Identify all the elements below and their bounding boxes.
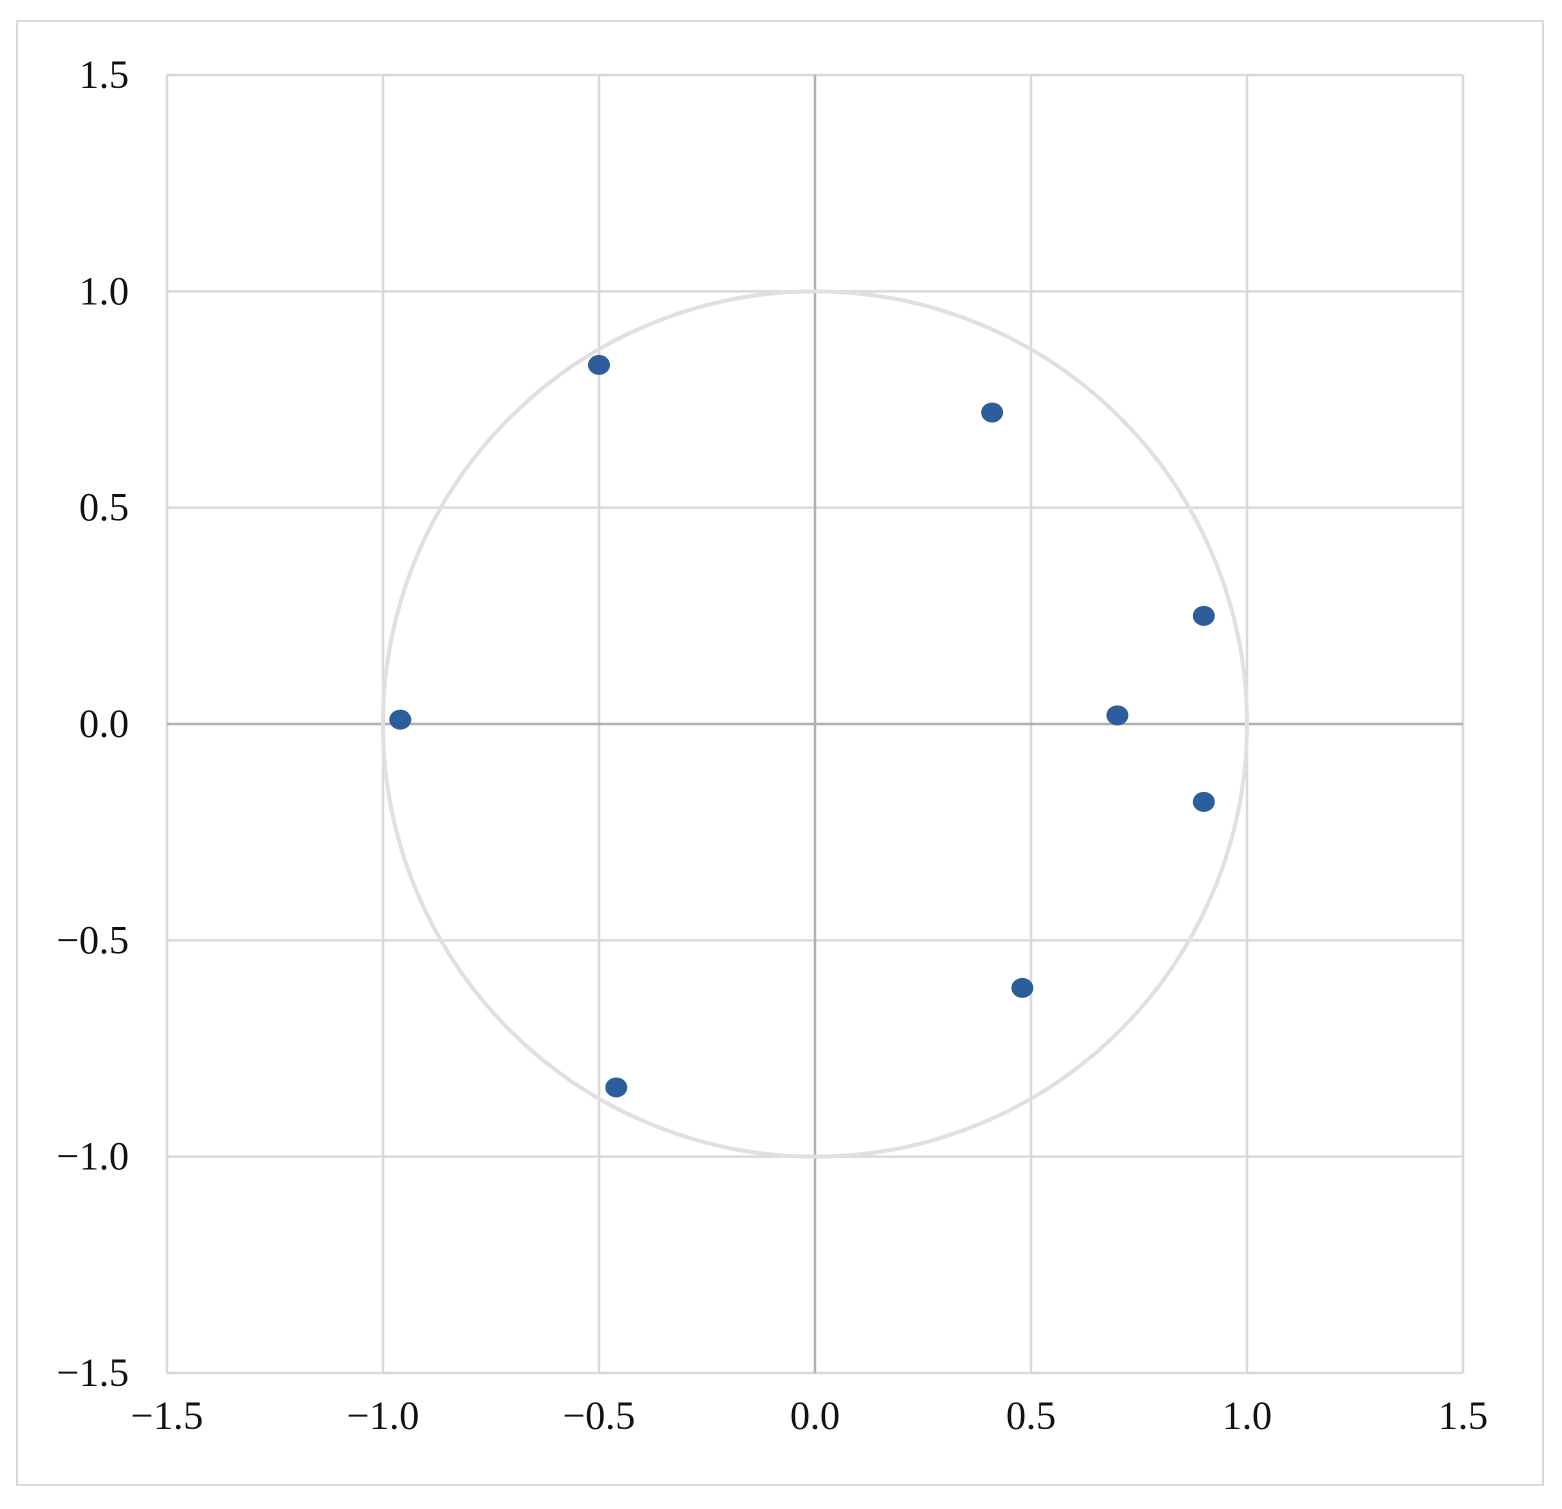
data-point — [605, 1077, 628, 1098]
x-tick-label: 0.5 — [1006, 1393, 1056, 1438]
data-points — [389, 354, 1215, 1098]
x-tick-labels: −1.5 −1.0 −0.5 0.0 0.5 1.0 1.5 — [131, 1393, 1488, 1438]
data-point — [1192, 605, 1215, 626]
y-tick-label: 0.5 — [79, 485, 129, 530]
data-point — [981, 402, 1004, 423]
data-point — [1011, 977, 1034, 998]
y-tick-label: 1.5 — [79, 52, 129, 97]
x-tick-label: 1.5 — [1438, 1393, 1488, 1438]
unit-circle — [381, 289, 1249, 1159]
x-tick-label: 0.0 — [790, 1393, 840, 1438]
y-tick-labels: −1.5 −1.0 −0.5 0.0 0.5 1.0 1.5 — [56, 52, 129, 1395]
reference-circle — [381, 289, 1249, 1159]
zero-axes — [167, 75, 1463, 1373]
data-point — [389, 709, 412, 730]
y-tick-label: 1.0 — [79, 268, 129, 313]
chart-frame — [16, 20, 1544, 1486]
x-tick-label: −0.5 — [563, 1393, 636, 1438]
y-tick-label: 0.0 — [79, 701, 129, 746]
y-tick-label: −1.5 — [56, 1350, 129, 1395]
y-tick-label: −1.0 — [56, 1134, 129, 1179]
data-point — [588, 354, 610, 375]
y-tick-label: −0.5 — [56, 917, 129, 962]
x-tick-label: −1.0 — [347, 1393, 420, 1438]
x-tick-label: 1.0 — [1222, 1393, 1272, 1438]
data-point — [1106, 705, 1129, 726]
data-point — [1192, 791, 1215, 812]
x-tick-label: −1.5 — [131, 1393, 204, 1438]
